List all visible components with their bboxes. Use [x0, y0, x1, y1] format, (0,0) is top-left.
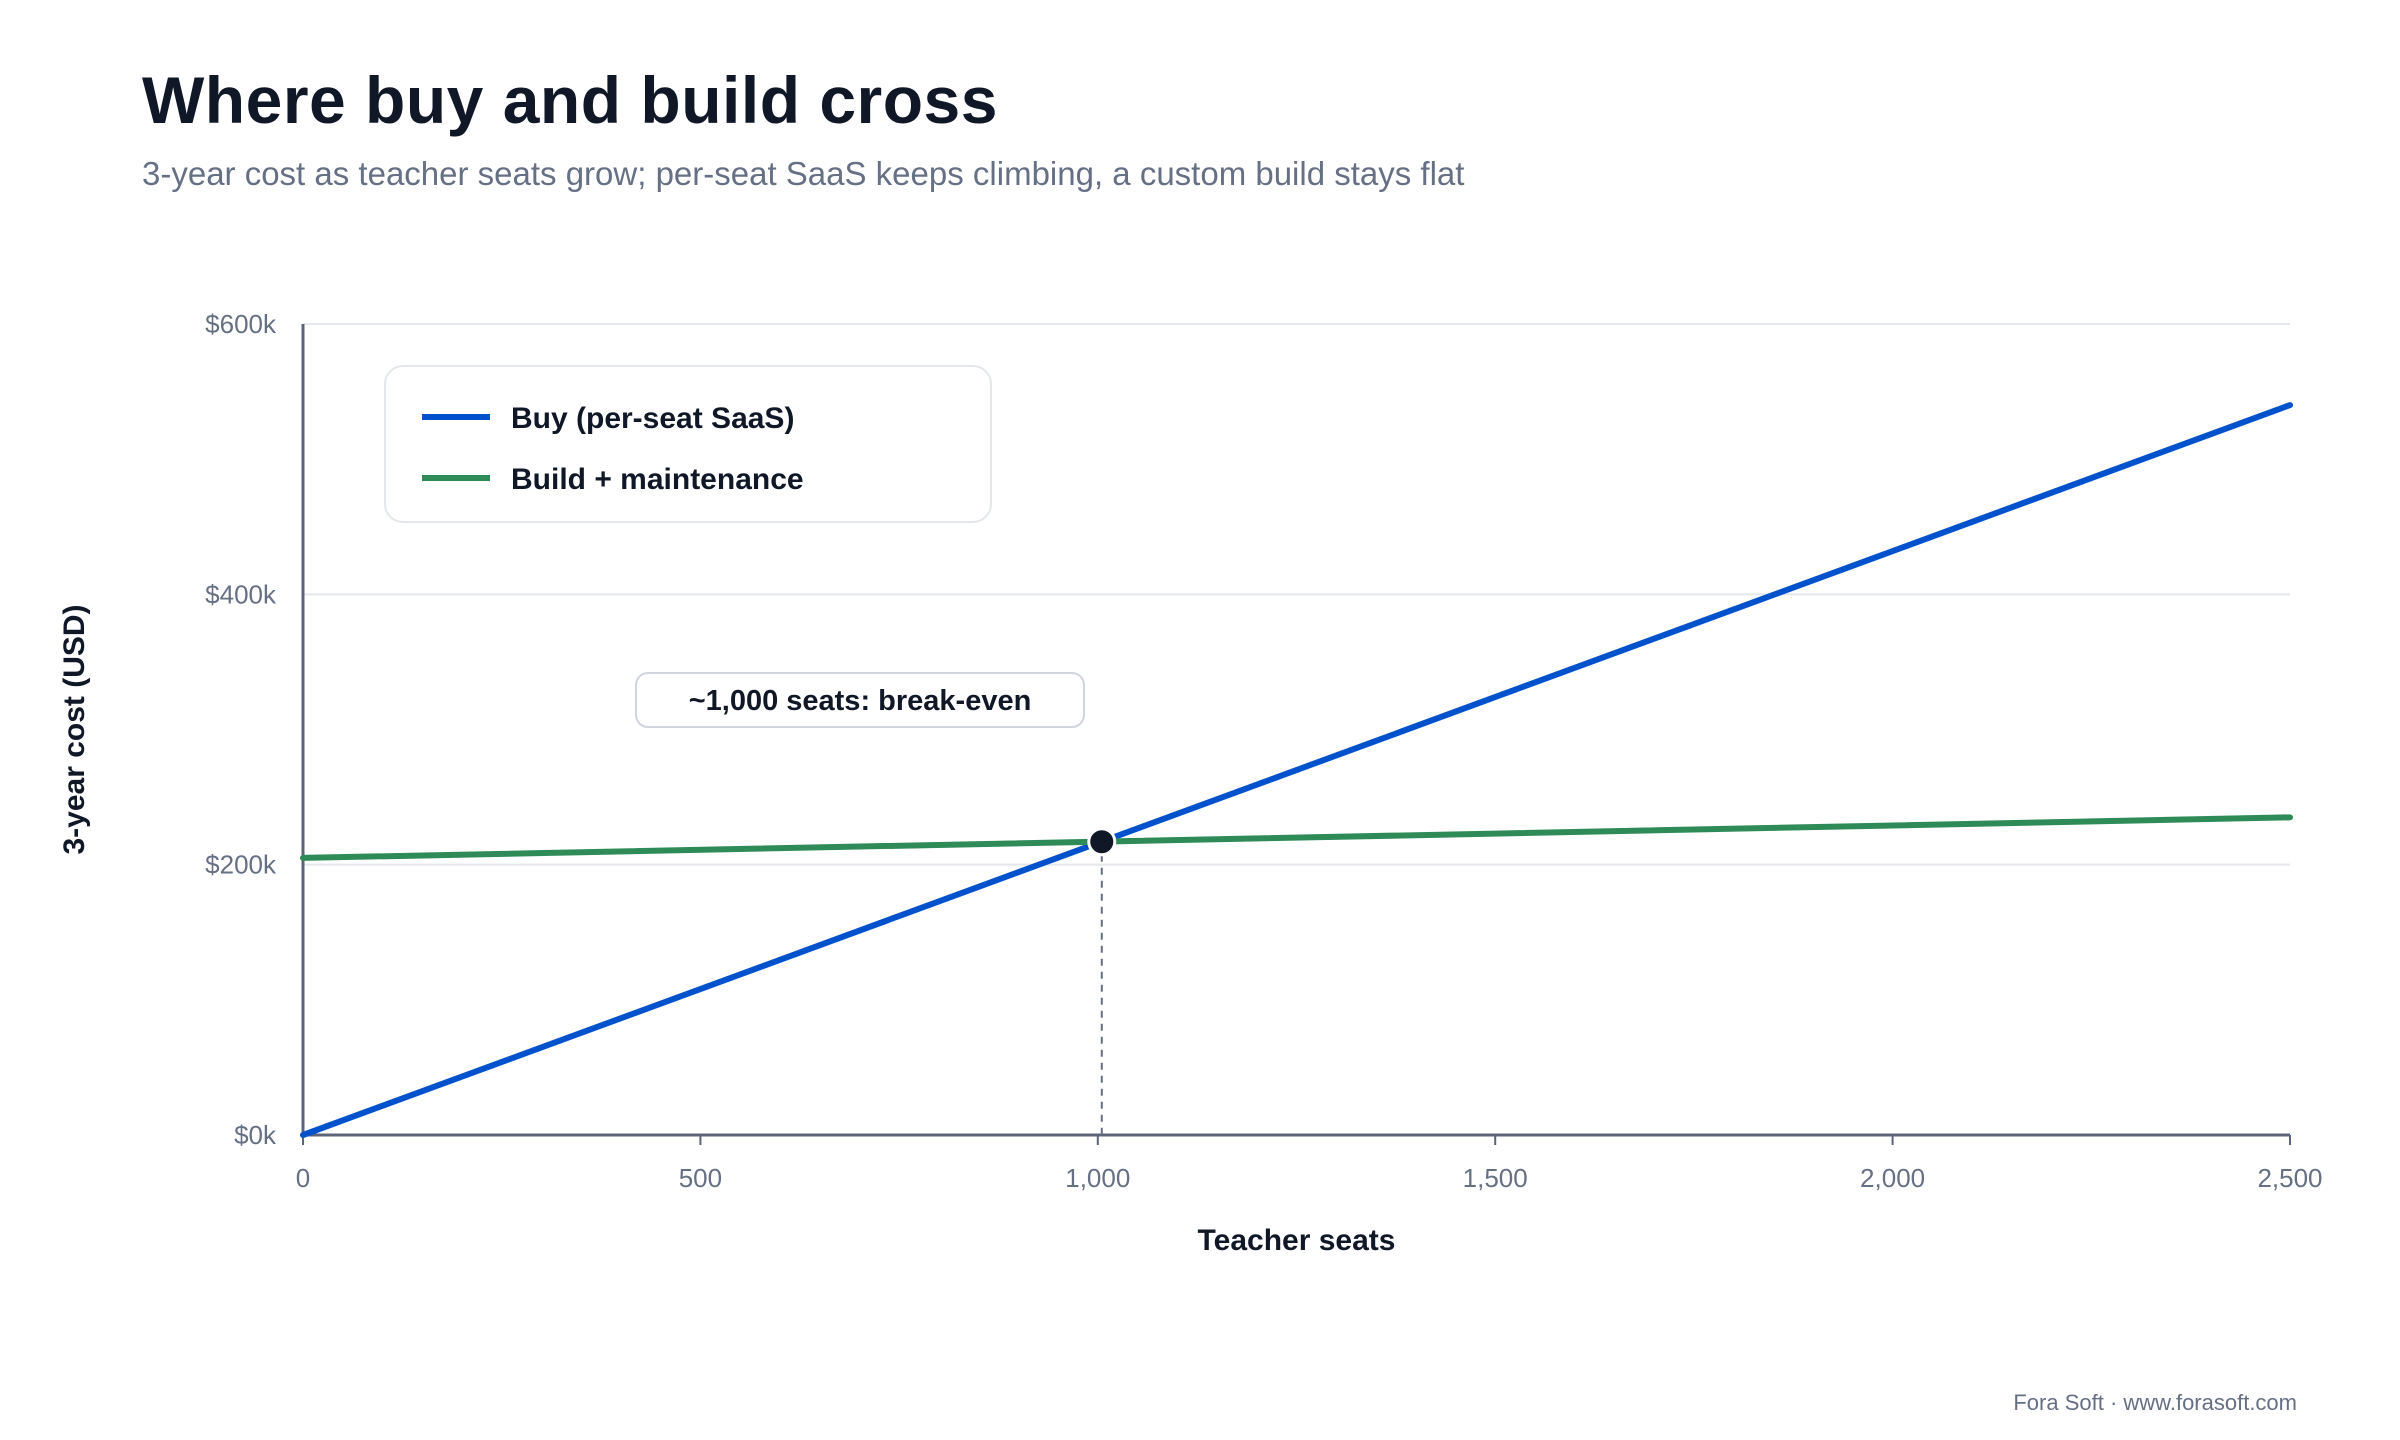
- x-tick-label: 0: [296, 1163, 310, 1193]
- annotation-box: [635, 672, 1085, 728]
- gridlines: [303, 323, 2290, 866]
- y-tick-label: $0k: [234, 1120, 277, 1150]
- x-tick-label: 2,000: [1860, 1163, 1925, 1193]
- series-lines: [300, 402, 2293, 1138]
- break-even-annotation: ~1,000 seats: break-even: [635, 672, 1117, 1135]
- legend-box: [384, 365, 992, 523]
- x-tick-label: 500: [679, 1163, 722, 1193]
- legend-label-0: Buy (per-seat SaaS): [511, 402, 794, 435]
- axes: $0k $200k $400k $600k 0 500 1,000 1,500 2,000 2,5…: [205, 309, 2322, 1193]
- chart-title: Where buy and build cross: [142, 63, 998, 137]
- annotation-label: ~1,000 seats: break-even: [689, 685, 1032, 717]
- x-tick-label: 1,500: [1463, 1163, 1528, 1193]
- series-line-0: [300, 402, 2293, 1138]
- legend-label-1: Build + maintenance: [511, 463, 804, 496]
- y-tick-label: $200k: [205, 850, 277, 880]
- y-tick-label: $600k: [205, 309, 277, 339]
- series-line-1: [300, 814, 2293, 861]
- break-even-point: [1087, 827, 1117, 857]
- x-tick-label: 2,500: [2257, 1163, 2322, 1193]
- chart-subtitle: 3-year cost as teacher seats grow; per-s…: [142, 155, 1465, 192]
- legend: Buy (per-seat SaaS) Build + maintenance: [384, 365, 992, 523]
- x-axis-label: Teacher seats: [1198, 1224, 1396, 1257]
- y-axis-label: 3-year cost (USD): [58, 604, 91, 854]
- footer-credit: Fora Soft · www.forasoft.com: [2013, 1390, 2297, 1415]
- x-tick-label: 1,000: [1065, 1163, 1130, 1193]
- y-tick-label: $400k: [205, 579, 277, 609]
